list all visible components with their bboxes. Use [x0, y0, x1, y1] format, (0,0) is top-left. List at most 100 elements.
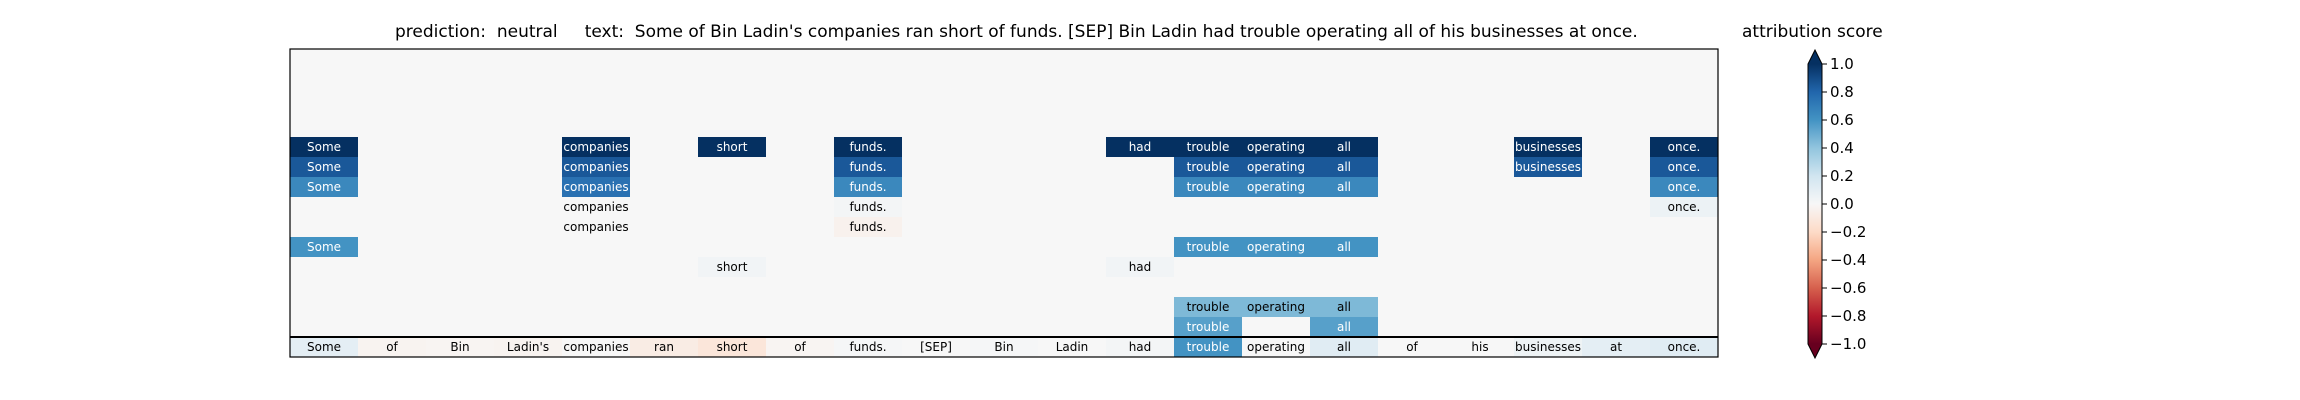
token-label: of [386, 340, 398, 354]
heatmap-cell [1174, 297, 1242, 317]
heatmap-cell [562, 177, 630, 197]
colorbar-tick-label: 0.8 [1830, 83, 1854, 101]
heatmap-frame [289, 48, 1719, 358]
heatmap-cell [1106, 257, 1174, 277]
heatmap-cell [1242, 297, 1310, 317]
heatmap-cell [834, 177, 902, 197]
token-cell [290, 337, 358, 357]
token-label: of [794, 340, 806, 354]
cell-token-label: all [1337, 160, 1351, 174]
colorbar-tick-label: 1.0 [1830, 55, 1854, 73]
heatmap-cell [834, 157, 902, 177]
token-cell [494, 337, 562, 357]
colorbar-tick-label: −0.4 [1830, 251, 1866, 269]
heatmap-cell [562, 217, 630, 237]
token-label: of [1406, 340, 1418, 354]
heatmap-cell [1106, 137, 1174, 157]
heatmap-cell [698, 137, 766, 157]
colorbar-tick-label: 0.0 [1830, 195, 1854, 213]
heatmap-cell [1174, 137, 1242, 157]
cell-token-label: all [1337, 180, 1351, 194]
cell-token-label: companies [563, 200, 628, 214]
heatmap-cell [1242, 237, 1310, 257]
cell-token-label: funds. [849, 220, 886, 234]
heatmap-cell [1174, 237, 1242, 257]
cell-token-label: companies [563, 220, 628, 234]
cell-token-label: companies [563, 160, 628, 174]
cell-token-label: Some [307, 160, 341, 174]
heatmap-background [290, 49, 1718, 357]
cell-token-label: once. [1668, 180, 1701, 194]
heatmap-cell [1174, 157, 1242, 177]
heatmap-cell [1310, 237, 1378, 257]
cell-token-label: businesses [1515, 140, 1581, 154]
heatmap-cell [290, 157, 358, 177]
cell-token-label: short [717, 260, 748, 274]
cell-token-label: funds. [849, 180, 886, 194]
chart-title: prediction: neutral text: Some of Bin La… [395, 22, 1638, 42]
token-cell [1242, 337, 1310, 357]
token-cell [1174, 337, 1242, 357]
token-cell [1038, 337, 1106, 357]
cell-token-label: trouble [1187, 300, 1230, 314]
heatmap-cell [698, 257, 766, 277]
token-label: Ladin [1056, 340, 1089, 354]
token-cell [562, 337, 630, 357]
token-label: had [1129, 340, 1152, 354]
token-cell [358, 337, 426, 357]
cell-token-label: businesses [1515, 160, 1581, 174]
heatmap-cell [1310, 177, 1378, 197]
prediction-label: prediction: [395, 22, 487, 42]
cell-token-label: trouble [1187, 140, 1230, 154]
token-cell [834, 337, 902, 357]
cell-token-label: companies [563, 140, 628, 154]
token-label: ran [654, 340, 674, 354]
heatmap-cell [1650, 197, 1718, 217]
colorbar-tick-label: 0.6 [1830, 111, 1854, 129]
token-label: once. [1668, 340, 1701, 354]
cell-token-label: trouble [1187, 160, 1230, 174]
token-label: Bin [994, 340, 1013, 354]
cell-token-label: operating [1247, 140, 1305, 154]
token-label: companies [563, 340, 628, 354]
token-label: Bin [450, 340, 469, 354]
token-label: [SEP] [920, 340, 952, 354]
cell-token-label: operating [1247, 160, 1305, 174]
token-cell [1514, 337, 1582, 357]
colorbar-extend-min [1808, 344, 1822, 358]
cell-token-label: all [1337, 240, 1351, 254]
heatmap-cell [834, 137, 902, 157]
heatmap-cell [1650, 137, 1718, 157]
token-label: Some [307, 340, 341, 354]
token-label: short [717, 340, 748, 354]
heatmap-cell [1242, 177, 1310, 197]
heatmap-cell [1514, 137, 1582, 157]
cell-token-label: had [1129, 140, 1152, 154]
cell-token-label: trouble [1187, 180, 1230, 194]
heatmap-cell [562, 157, 630, 177]
heatmap-cell [834, 197, 902, 217]
colorbar-title: attribution score [1742, 22, 1883, 42]
colorbar-tick-label: 0.2 [1830, 167, 1854, 185]
heatmap-cell [1174, 177, 1242, 197]
cell-token-label: funds. [849, 140, 886, 154]
heatmap-cell [834, 217, 902, 237]
token-cell [970, 337, 1038, 357]
cell-token-label: Some [307, 180, 341, 194]
heatmap-cell [562, 137, 630, 157]
heatmap-cell [290, 137, 358, 157]
text-label: text: [584, 22, 624, 42]
heatmap-cell [1650, 177, 1718, 197]
cell-token-label: all [1337, 300, 1351, 314]
cell-token-label: funds. [849, 200, 886, 214]
token-label: trouble [1187, 340, 1230, 354]
token-label: operating [1247, 340, 1305, 354]
cell-token-label: operating [1247, 300, 1305, 314]
heatmap-cell [562, 197, 630, 217]
colorbar-tick-label: −0.8 [1830, 307, 1866, 325]
token-cell [630, 337, 698, 357]
token-cell [1650, 337, 1718, 357]
heatmap-cell [1514, 157, 1582, 177]
heatmap-cell [1242, 157, 1310, 177]
